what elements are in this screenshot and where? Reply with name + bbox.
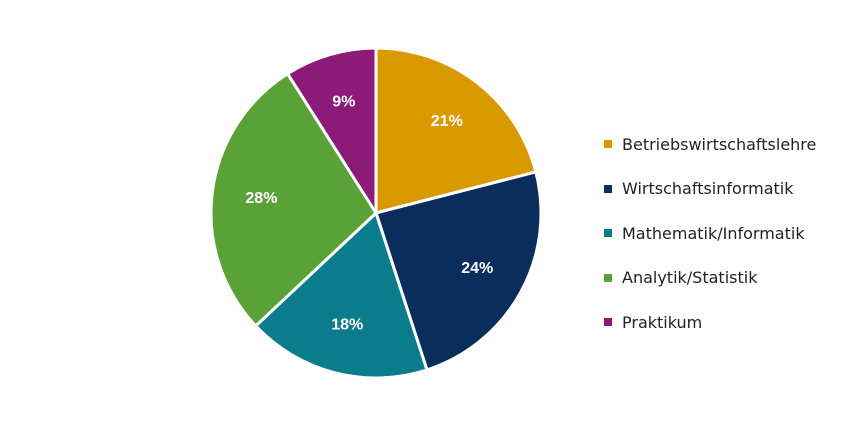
pie-slices (209, 46, 543, 380)
legend-swatch-4 (604, 318, 612, 327)
legend-item-0: Betriebswirtschaftslehre (604, 122, 816, 167)
legend-swatch-0 (604, 140, 612, 149)
slice-value-label-0: 21% (431, 113, 463, 130)
pie-slice-0 (374, 46, 538, 215)
legend-label-1: Wirtschaftsinformatik (622, 179, 794, 199)
legend-item-3: Analytik/Statistik (604, 256, 816, 301)
pie-value-labels: 21% 24% 18% 28% 9% (245, 94, 493, 334)
pie-slice-2 (254, 211, 429, 380)
legend-item-4: Praktikum (604, 300, 816, 345)
legend-label-4: Praktikum (622, 312, 703, 332)
legend-swatch-1 (604, 184, 612, 193)
slice-value-label-3: 28% (245, 190, 277, 207)
legend-label-0: Betriebswirtschaftslehre (622, 134, 817, 154)
legend-swatch-3 (604, 273, 612, 282)
legend-label-2: Mathematik/Informatik (622, 223, 805, 243)
legend-label-3: Analytik/Statistik (622, 268, 758, 288)
chart-legend: Betriebswirtschaftslehre Wirtschaftsinfor… (604, 122, 816, 345)
slice-value-label-1: 24% (461, 260, 493, 277)
legend-swatch-2 (604, 229, 612, 238)
slice-value-label-2: 18% (331, 316, 363, 333)
pie-slice-3 (209, 72, 378, 328)
legend-item-2: Mathematik/Informatik (604, 211, 816, 256)
legend-item-1: Wirtschaftsinformatik (604, 167, 816, 212)
pie-slice-4 (286, 46, 378, 215)
pie-slice-1 (374, 170, 543, 372)
slice-value-label-4: 9% (332, 94, 355, 111)
